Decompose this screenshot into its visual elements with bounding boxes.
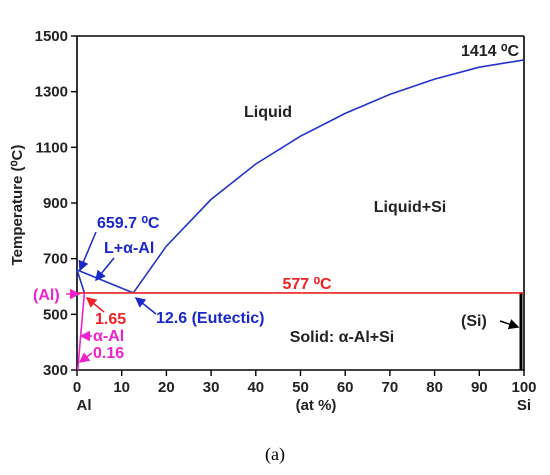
y-axis-ticks: 300 500 700 900 1100 1300 1500 [35,28,77,379]
x-tick-label: 0 [73,379,81,396]
eutectic-composition-label: 12.6 (Eutectic) [156,310,264,327]
al-melting-point-label: 659.7 ⁰C [97,215,160,232]
x-tick-label: 10 [113,379,130,396]
solidus-al-line [76,269,86,294]
x-axis-right-end-label: Si [517,397,531,414]
l-alpha-arrow [95,257,115,282]
phase-diagram-chart: 300 500 700 900 1100 1300 1500 0 10 20 30 40 50 60 70… [9,28,537,414]
eutectic-temperature-label: 577 ⁰C [282,276,332,293]
al-melting-arrow [78,231,97,272]
solubility-min-arrow [78,352,93,363]
x-tick-label: 90 [471,379,488,396]
eutectic-composition-arrow [134,297,157,315]
si-phase-arrow [499,319,520,330]
x-tick-label: 30 [203,379,220,396]
al-phase-label: (Al) [33,287,60,304]
solubility-min-label: 0.16 [93,345,124,362]
x-axis-label: (at %) [296,397,337,414]
si-phase-label: (Si) [461,313,487,330]
y-tick-label: 300 [43,362,68,379]
x-tick-label: 40 [247,379,264,396]
liquidus-al-line [76,269,134,294]
solvus-line [76,292,86,371]
y-tick-label: 1300 [35,84,68,101]
y-tick-label: 500 [43,306,68,323]
y-axis-label: Temperature (⁰C) [9,145,26,266]
solid-region-label: Solid: α-Al+Si [290,329,395,346]
x-axis-ticks: 0 10 20 30 40 50 60 70 80 90 100 [73,370,537,396]
x-tick-label: 70 [382,379,399,396]
y-tick-label: 700 [43,251,68,268]
liquid-region-label: Liquid [244,104,292,121]
x-tick-label: 80 [426,379,443,396]
figure-caption: (a) [265,444,285,464]
liquid-si-region-label: Liquid+Si [374,199,446,216]
l-alpha-region-label: L+α-Al [104,240,154,257]
phase-boundaries [76,59,525,371]
x-tick-label: 60 [337,379,354,396]
y-tick-label: 1100 [35,139,68,156]
liquidus-si-line [132,59,525,294]
solubility-max-label: 1.65 [95,311,126,328]
y-tick-label: 1500 [35,28,68,45]
x-tick-label: 20 [158,379,175,396]
solubility-max-arrow [85,297,105,313]
alpha-al-label: α-Al [93,328,124,345]
x-axis-left-end-label: Al [77,397,92,414]
y-tick-label: 900 [43,195,68,212]
x-tick-label: 100 [511,379,536,396]
si-melting-point-label: 1414 ⁰C [461,43,519,60]
x-tick-label: 50 [292,379,309,396]
